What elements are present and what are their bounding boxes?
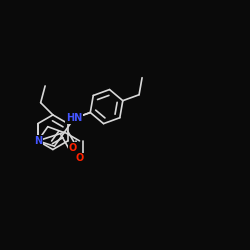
Text: HN: HN (66, 114, 82, 124)
Text: N: N (34, 136, 42, 146)
Text: O: O (68, 142, 77, 152)
Text: O: O (76, 153, 84, 163)
